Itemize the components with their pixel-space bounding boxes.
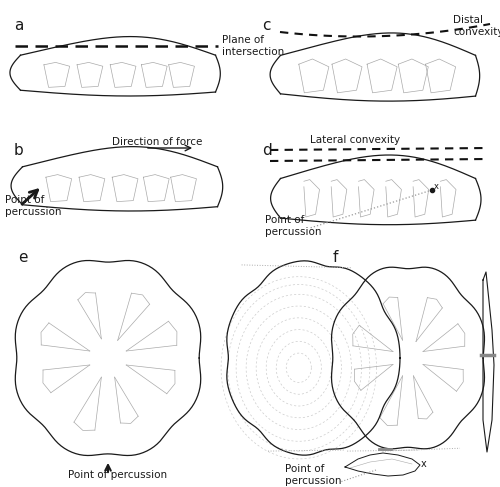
Text: Point of
percussion: Point of percussion [5, 195, 62, 217]
Text: Distal
convexity: Distal convexity [453, 15, 500, 37]
Text: d: d [262, 143, 272, 158]
Text: Direction of force: Direction of force [112, 137, 202, 147]
Text: x: x [434, 182, 439, 191]
Text: Point of percussion: Point of percussion [68, 470, 167, 480]
Text: Point of
percussion: Point of percussion [285, 465, 342, 486]
Text: f: f [333, 250, 338, 265]
Text: x: x [421, 459, 427, 469]
Text: e: e [18, 250, 28, 265]
Text: Lateral convexity: Lateral convexity [310, 135, 400, 145]
Text: a: a [14, 18, 24, 33]
Text: b: b [14, 143, 24, 158]
Text: Point of
percussion: Point of percussion [265, 215, 322, 237]
Text: Plane of
intersection: Plane of intersection [222, 35, 284, 57]
Text: c: c [262, 18, 270, 33]
